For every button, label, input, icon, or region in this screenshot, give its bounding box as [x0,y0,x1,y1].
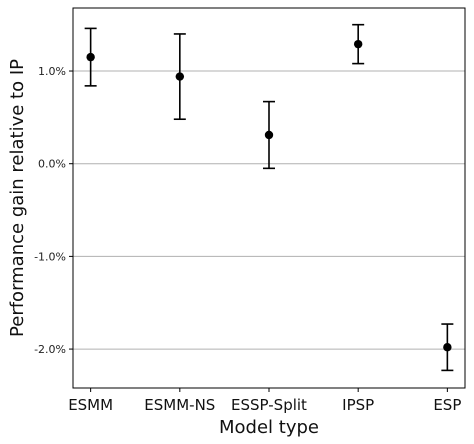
y-tick-label: -1.0% [34,250,66,263]
y-tick-label: 0.0% [38,158,66,171]
data-point [264,130,274,140]
y-tick-label: 1.0% [38,65,66,78]
x-axis-ticks: ESMM ESMM-NS ESSP-Split IPSP ESP [68,388,461,414]
plot-area-frame [72,7,466,389]
data-point [175,72,185,81]
data-point [353,39,363,49]
x-axis-title: Model type [219,417,319,438]
y-axis-title: Performance gain relative to IP [7,59,28,337]
data-marks [84,23,454,372]
x-tick-label: ESMM-NS [144,396,215,414]
y-axis-ticks: -2.0% -1.0% 0.0% 1.0% [34,65,73,356]
data-point [443,343,452,352]
data-point [86,52,95,62]
x-tick-label: ESMM [68,396,113,414]
x-tick-label: ESP [433,396,461,414]
y-tick-label: -2.0% [34,343,66,356]
x-tick-label: IPSP [342,396,374,414]
x-tick-label: ESSP-Split [231,396,307,414]
